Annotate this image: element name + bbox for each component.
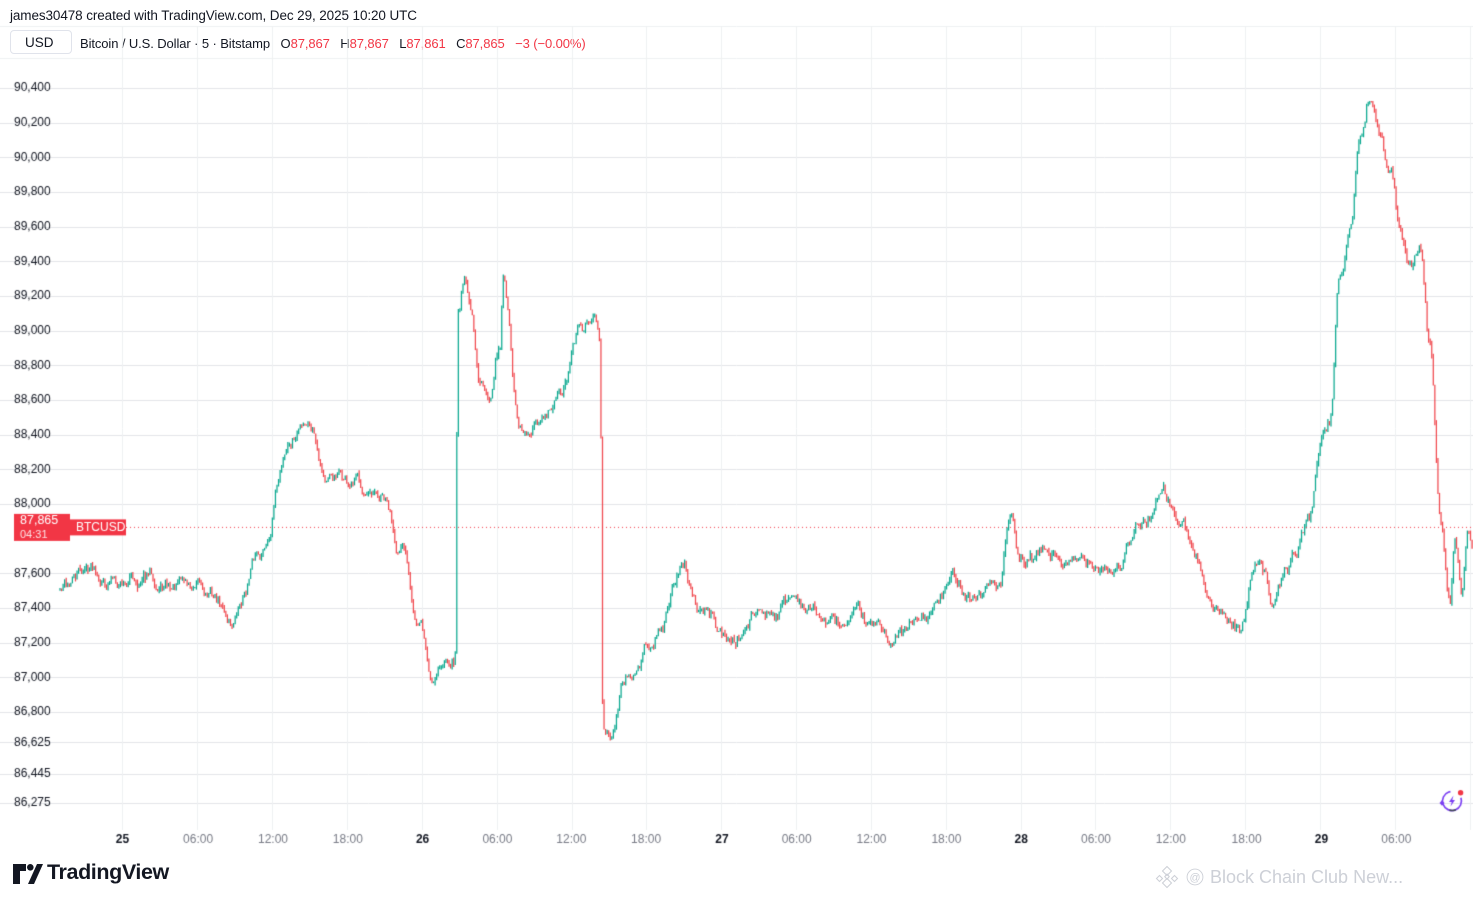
svg-text:@: @ [1190,872,1201,884]
